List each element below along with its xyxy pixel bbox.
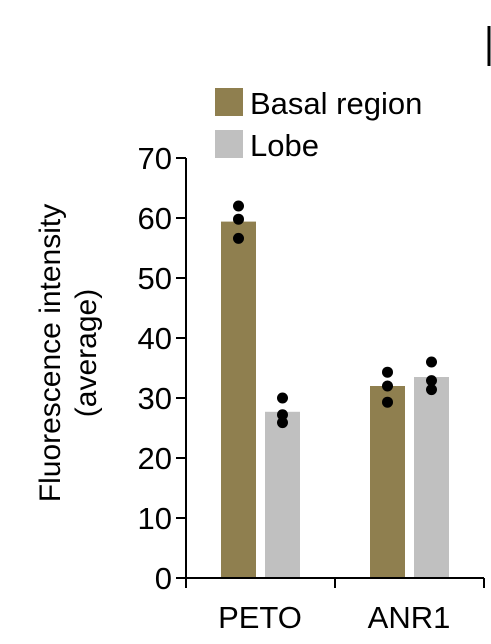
data-point-peto-basal-region	[233, 213, 244, 225]
data-point-anr1-lobe	[426, 375, 437, 387]
legend: Basal region Lobe	[215, 86, 422, 163]
x-axis-ticks	[185, 578, 485, 588]
y-axis-label: Fluorescence intensity (average)	[34, 204, 103, 502]
y-tick-label: 60	[138, 201, 172, 236]
bar-anr1-basal-region	[370, 386, 405, 578]
bars	[221, 221, 449, 578]
y-axis-ticks: 0 10 20 30 40 50 60 70	[138, 141, 186, 596]
data-point-anr1-basal-region	[382, 380, 393, 392]
data-point-peto-lobe	[277, 392, 288, 404]
legend-label-basal-region: Basal region	[250, 86, 422, 121]
data-point-peto-basal-region	[233, 200, 244, 212]
y-tick-label: 0	[155, 561, 172, 596]
bar-peto-basal-region	[221, 221, 256, 578]
data-point-anr1-lobe	[426, 384, 437, 396]
data-points	[233, 200, 437, 429]
legend-label-lobe: Lobe	[250, 128, 319, 163]
y-tick-label: 20	[138, 441, 172, 476]
y-tick-label: 50	[138, 261, 172, 296]
y-axis-label-line-2: (average)	[70, 289, 103, 417]
y-axis-label-line-1: Fluorescence intensity	[34, 204, 67, 502]
data-point-peto-basal-region	[233, 232, 244, 244]
bar-anr1-lobe	[414, 377, 449, 578]
y-tick-label: 10	[138, 501, 172, 536]
legend-swatch-basal-region	[215, 88, 243, 116]
data-point-anr1-lobe	[426, 356, 437, 368]
legend-swatch-lobe	[215, 130, 243, 158]
data-point-anr1-basal-region	[382, 396, 393, 408]
y-tick-label: 70	[138, 141, 172, 176]
data-point-anr1-basal-region	[382, 366, 393, 378]
category-label-anr1: ANR1	[368, 600, 451, 635]
category-labels: PETO ANR1	[218, 600, 450, 635]
y-tick-label: 30	[138, 381, 172, 416]
data-point-peto-lobe	[277, 409, 288, 421]
category-label-peto: PETO	[218, 600, 302, 635]
bar-peto-lobe	[265, 411, 300, 578]
y-tick-label: 40	[138, 321, 172, 356]
data-point-peto-lobe	[277, 417, 288, 429]
